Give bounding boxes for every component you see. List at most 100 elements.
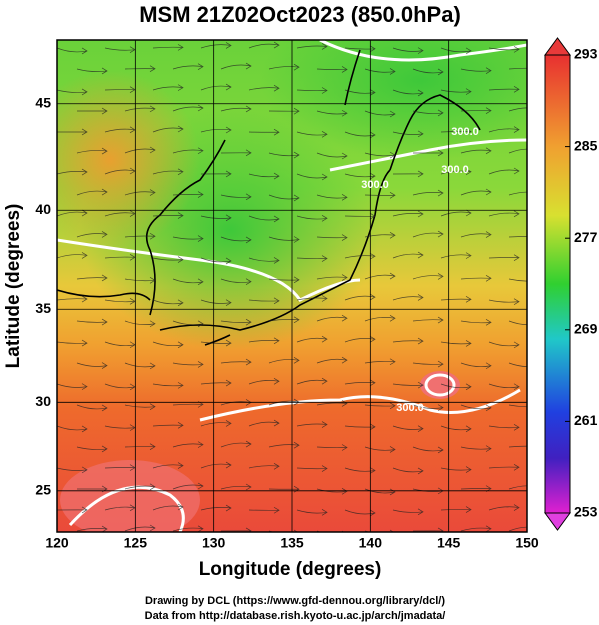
streamline (200, 83, 232, 91)
contour-label: 300.0 (361, 179, 389, 191)
streamline (200, 420, 232, 427)
streamline (364, 191, 396, 199)
streamline (364, 446, 396, 453)
streamline (440, 506, 472, 513)
x-tick-label: 140 (359, 535, 383, 551)
streamline (268, 63, 300, 71)
streamline (124, 483, 156, 491)
colorbar-bottom-arrow (544, 512, 571, 531)
streamline (124, 362, 156, 370)
streamline (76, 525, 108, 532)
x-tick-label: 145 (437, 535, 461, 551)
streamline (392, 89, 424, 97)
colorbar (544, 54, 571, 514)
streamline (508, 404, 527, 408)
streamline (296, 215, 328, 222)
streamline (392, 294, 424, 301)
streamline (248, 128, 280, 136)
streamline (440, 252, 472, 259)
streamline (248, 462, 280, 470)
streamline (508, 526, 527, 532)
streamline (392, 381, 424, 389)
streamline (440, 296, 472, 303)
streamline (200, 42, 232, 49)
streamline (220, 105, 252, 113)
y-tick-label: 25 (35, 482, 51, 498)
streamline (220, 236, 252, 244)
streamline (392, 425, 424, 432)
streamline (460, 147, 492, 155)
streamline (248, 297, 280, 305)
streamline (508, 278, 527, 282)
streamline (316, 234, 348, 241)
streamline (152, 125, 184, 133)
streamline (392, 467, 424, 475)
streamline (412, 189, 444, 197)
streamline (392, 170, 424, 178)
streamline (152, 168, 184, 176)
streamline (392, 130, 424, 138)
credit: Drawing by DCL (https://www.gfd-dennou.o… (145, 595, 445, 607)
streamline (488, 383, 520, 391)
streamline (460, 404, 492, 412)
field (57, 40, 527, 532)
streamline (268, 194, 300, 202)
streamline (248, 419, 280, 427)
streamline (508, 191, 527, 196)
streamline (248, 506, 280, 514)
streamline (344, 131, 376, 139)
streamline (268, 151, 300, 159)
streamline (76, 107, 108, 115)
colorbar-tick-label: 261 (574, 412, 598, 428)
streamline (440, 168, 472, 176)
streamline (76, 67, 108, 75)
streamline (172, 525, 204, 532)
streamline (488, 210, 520, 218)
streamline (440, 383, 472, 391)
streamline (172, 104, 204, 112)
streamline (248, 377, 280, 385)
streamline (124, 146, 156, 154)
streamline (364, 272, 396, 280)
streamline (268, 107, 300, 115)
streamline (296, 335, 328, 343)
streamline (248, 172, 280, 180)
streamline (488, 254, 520, 261)
streamline (152, 212, 184, 219)
x-tick-label: 120 (45, 535, 69, 551)
streamline (488, 341, 520, 349)
streamline (124, 65, 156, 73)
title: MSM 21Z02Oct2023 (850.0hPa) (139, 2, 461, 27)
streamline (268, 316, 300, 324)
streamline (220, 527, 252, 532)
y-axis-label: Latitude (degrees) (3, 204, 24, 369)
streamline (440, 425, 472, 433)
streamline (508, 148, 527, 154)
streamline (392, 210, 424, 218)
streamline (76, 274, 108, 282)
streamline (200, 126, 232, 134)
streamline (76, 404, 108, 412)
streamline (364, 402, 396, 410)
streamline (200, 504, 232, 512)
colorbar-tick-label: 293 (574, 46, 598, 62)
streamline (316, 487, 348, 495)
streamline (76, 188, 108, 196)
streamline (296, 130, 328, 138)
streamline (172, 191, 204, 198)
streamline (57, 128, 88, 136)
y-tick-label: 30 (35, 393, 51, 409)
streamline (412, 360, 444, 368)
streamline (57, 209, 88, 217)
x-axis-label: Longitude (degrees) (199, 559, 382, 580)
streamline (460, 319, 492, 326)
streamline (220, 149, 252, 157)
streamline (220, 278, 252, 285)
y-tick-label: 40 (35, 201, 51, 217)
streamline (344, 45, 376, 53)
streamline (508, 67, 527, 70)
streamline (296, 421, 328, 428)
streamline (220, 440, 252, 448)
streamline (508, 362, 527, 367)
streamline (124, 403, 156, 410)
